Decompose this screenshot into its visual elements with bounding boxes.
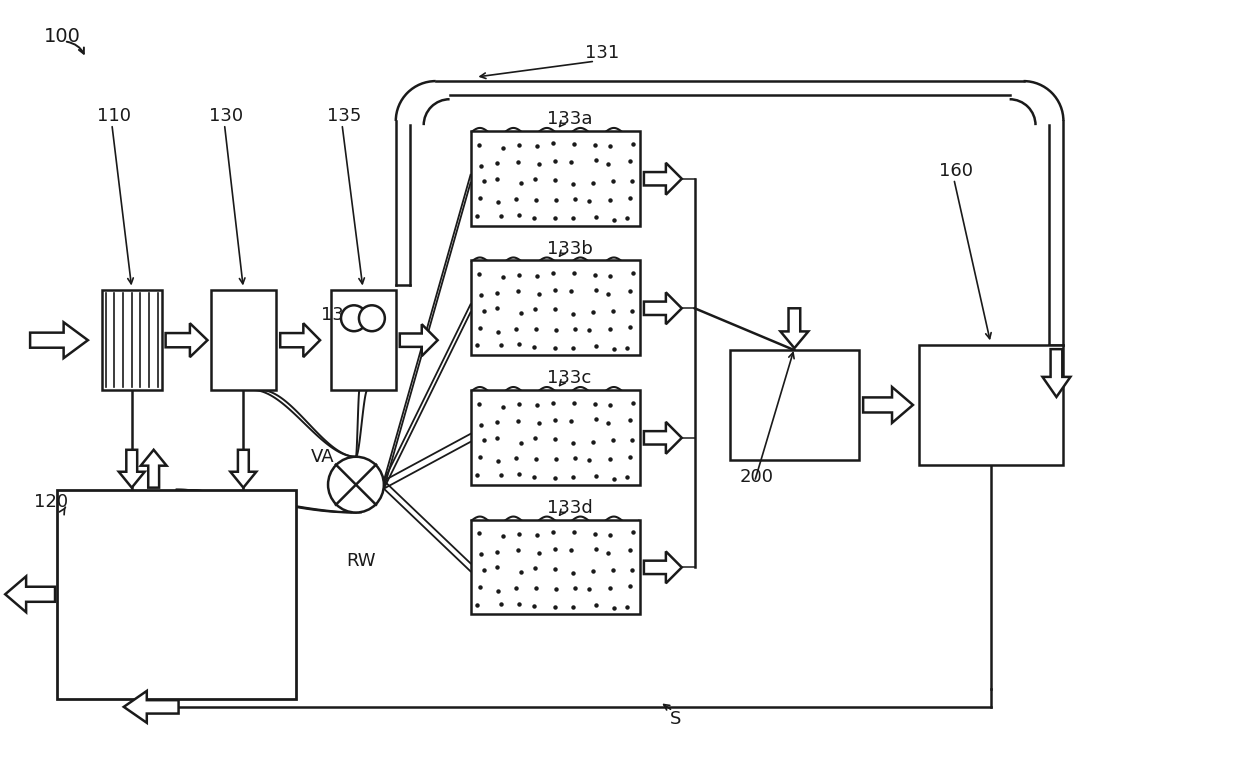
Circle shape — [329, 457, 384, 512]
Polygon shape — [644, 163, 682, 195]
Bar — [470, 390, 640, 484]
Text: VA: VA — [311, 448, 335, 466]
Polygon shape — [119, 450, 145, 488]
Polygon shape — [30, 322, 88, 358]
Text: 135: 135 — [327, 107, 361, 125]
Polygon shape — [644, 422, 682, 454]
Bar — [470, 261, 640, 355]
Bar — [470, 131, 640, 225]
Polygon shape — [231, 450, 257, 488]
Circle shape — [358, 305, 384, 332]
Bar — [470, 519, 640, 614]
Bar — [729, 350, 859, 459]
Polygon shape — [280, 323, 320, 357]
Bar — [102, 290, 161, 390]
Polygon shape — [166, 323, 207, 357]
Text: 131: 131 — [585, 44, 619, 62]
Text: RW: RW — [346, 552, 376, 570]
Text: 133c: 133c — [547, 369, 591, 387]
Text: S: S — [670, 710, 681, 728]
Polygon shape — [863, 387, 913, 423]
Bar — [212, 290, 277, 390]
Polygon shape — [1043, 349, 1070, 397]
Polygon shape — [124, 691, 179, 723]
Text: 133d: 133d — [547, 498, 593, 516]
Polygon shape — [644, 551, 682, 583]
Polygon shape — [5, 576, 55, 612]
Circle shape — [341, 305, 367, 332]
Polygon shape — [140, 450, 166, 488]
Text: 132: 132 — [321, 307, 356, 324]
Text: 120: 120 — [33, 493, 68, 511]
Text: 130: 130 — [210, 107, 243, 125]
Text: 110: 110 — [97, 107, 131, 125]
Bar — [919, 346, 1064, 465]
Text: 100: 100 — [45, 27, 81, 46]
Text: 133b: 133b — [547, 239, 593, 257]
Polygon shape — [644, 292, 682, 324]
Text: 133a: 133a — [547, 110, 593, 128]
Text: 160: 160 — [939, 161, 973, 179]
Bar — [331, 290, 396, 390]
Text: 200: 200 — [739, 468, 774, 486]
Polygon shape — [780, 308, 808, 348]
Bar — [57, 490, 296, 699]
Polygon shape — [399, 324, 438, 356]
